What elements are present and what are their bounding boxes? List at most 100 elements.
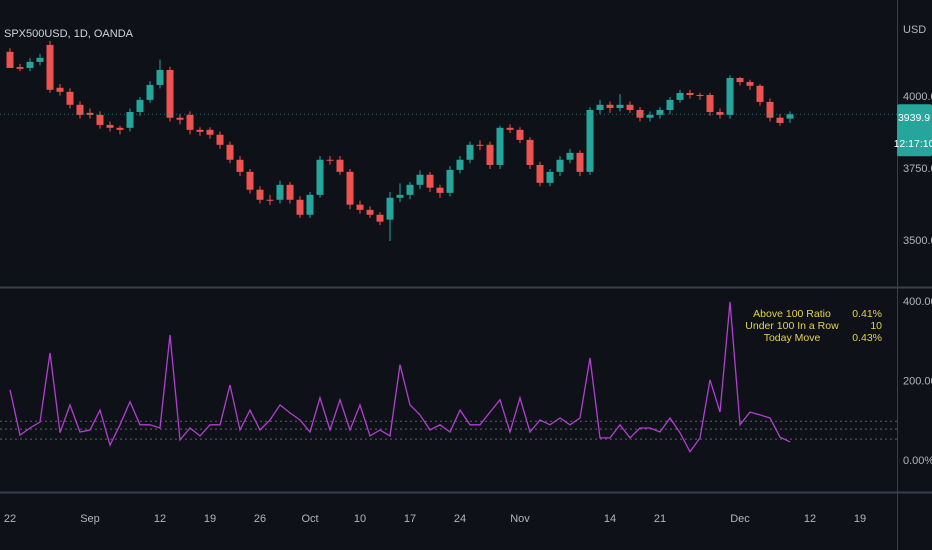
candle-body (166, 69, 174, 118)
x-tick-label: 24 (454, 513, 466, 525)
x-tick-label: Oct (301, 513, 318, 525)
candle-body (556, 159, 564, 172)
candle-body (56, 87, 64, 92)
y-axis-label: USD (903, 24, 926, 36)
candle-body (16, 67, 24, 69)
candle-body (286, 184, 294, 200)
candle-body (456, 159, 464, 170)
candle-body (756, 85, 764, 102)
candle-body (586, 109, 594, 172)
x-tick-label: 17 (404, 513, 416, 525)
x-tick-label: Dec (730, 513, 750, 525)
y-tick-label: 3750.0 (903, 163, 932, 175)
candle-body (316, 159, 324, 195)
x-tick-label: 22 (4, 513, 16, 525)
candle-body (266, 199, 274, 201)
candle-body (576, 152, 584, 172)
x-tick-label: 12 (154, 513, 166, 525)
x-tick-label: 14 (604, 513, 616, 525)
candle-body (426, 174, 434, 188)
candle-body (216, 134, 224, 145)
candle-body (326, 159, 334, 161)
candle-body (516, 129, 524, 140)
x-tick-label: 12 (804, 513, 816, 525)
price-tag-label: 3939.9 (898, 112, 930, 124)
candle-body (766, 101, 774, 118)
x-tick-label: 10 (354, 513, 366, 525)
candle-body (466, 144, 474, 160)
candle-body (26, 61, 34, 68)
x-tick-label: 19 (854, 513, 866, 525)
candle-body (196, 129, 204, 132)
y-tick-label: 4000.0 (903, 91, 932, 103)
candle-body (376, 214, 384, 222)
table-value: 0.43% (852, 332, 882, 344)
chart-title: SPX500USD, 1D, OANDA (4, 28, 134, 40)
candle-body (6, 51, 14, 68)
table-label: Above 100 Ratio (753, 308, 831, 320)
x-tick-label: Nov (510, 513, 530, 525)
candle-body (536, 164, 544, 183)
candle-body (126, 111, 134, 128)
candle-body (306, 194, 314, 215)
candle-body (236, 159, 244, 172)
candle-body (346, 171, 354, 205)
candle-body (616, 104, 624, 108)
candle-body (566, 152, 574, 160)
candle-body (696, 94, 704, 96)
candle-body (146, 84, 154, 100)
candle-body (676, 92, 684, 100)
price-tag (897, 104, 932, 157)
countdown-label: 12:17:10 (894, 138, 932, 150)
candle-body (246, 171, 254, 190)
candle-body (276, 184, 284, 200)
candle-body (356, 204, 364, 210)
candle-body (76, 104, 84, 115)
candle-body (686, 92, 694, 95)
candle-body (96, 114, 104, 125)
candle-body (726, 78, 734, 115)
candle-body (66, 91, 74, 105)
candle-body (716, 111, 724, 115)
y-tick-label: 0.00% (903, 455, 932, 467)
candle-body (156, 69, 164, 85)
candle-body (606, 104, 614, 108)
candle-body (416, 174, 424, 185)
x-tick-label: 26 (254, 513, 266, 525)
candle-body (336, 159, 344, 172)
table-label: Under 100 In a Row (745, 320, 839, 332)
candle-body (396, 194, 404, 198)
candle-body (746, 82, 754, 86)
candle-body (106, 124, 114, 128)
candle-body (546, 171, 554, 183)
candle-body (366, 209, 374, 215)
candle-body (386, 197, 394, 220)
candle-body (706, 94, 714, 112)
candle-body (296, 199, 304, 215)
y-tick-label: 400.00% (903, 296, 932, 308)
candle-body (656, 109, 664, 115)
candle-body (36, 57, 44, 62)
table-label: Today Move (764, 332, 821, 344)
y-tick-label: 3500.0 (903, 235, 932, 247)
candle-body (596, 104, 604, 110)
candle-body (526, 139, 534, 165)
candle-body (186, 114, 194, 130)
candle-body (86, 112, 94, 115)
candle-body (136, 99, 144, 112)
table-value: 10 (870, 320, 882, 332)
candle-body (646, 114, 654, 118)
candle-body (496, 127, 504, 165)
candle-body (46, 44, 54, 90)
candle-body (476, 144, 484, 146)
candle-body (206, 129, 214, 135)
candle-body (406, 184, 414, 195)
candle-body (666, 99, 674, 110)
candle-body (776, 117, 784, 123)
candle-body (256, 189, 264, 200)
candle-body (226, 144, 234, 160)
candle-body (116, 127, 124, 130)
candle-body (486, 144, 494, 165)
x-tick-label: 21 (654, 513, 666, 525)
